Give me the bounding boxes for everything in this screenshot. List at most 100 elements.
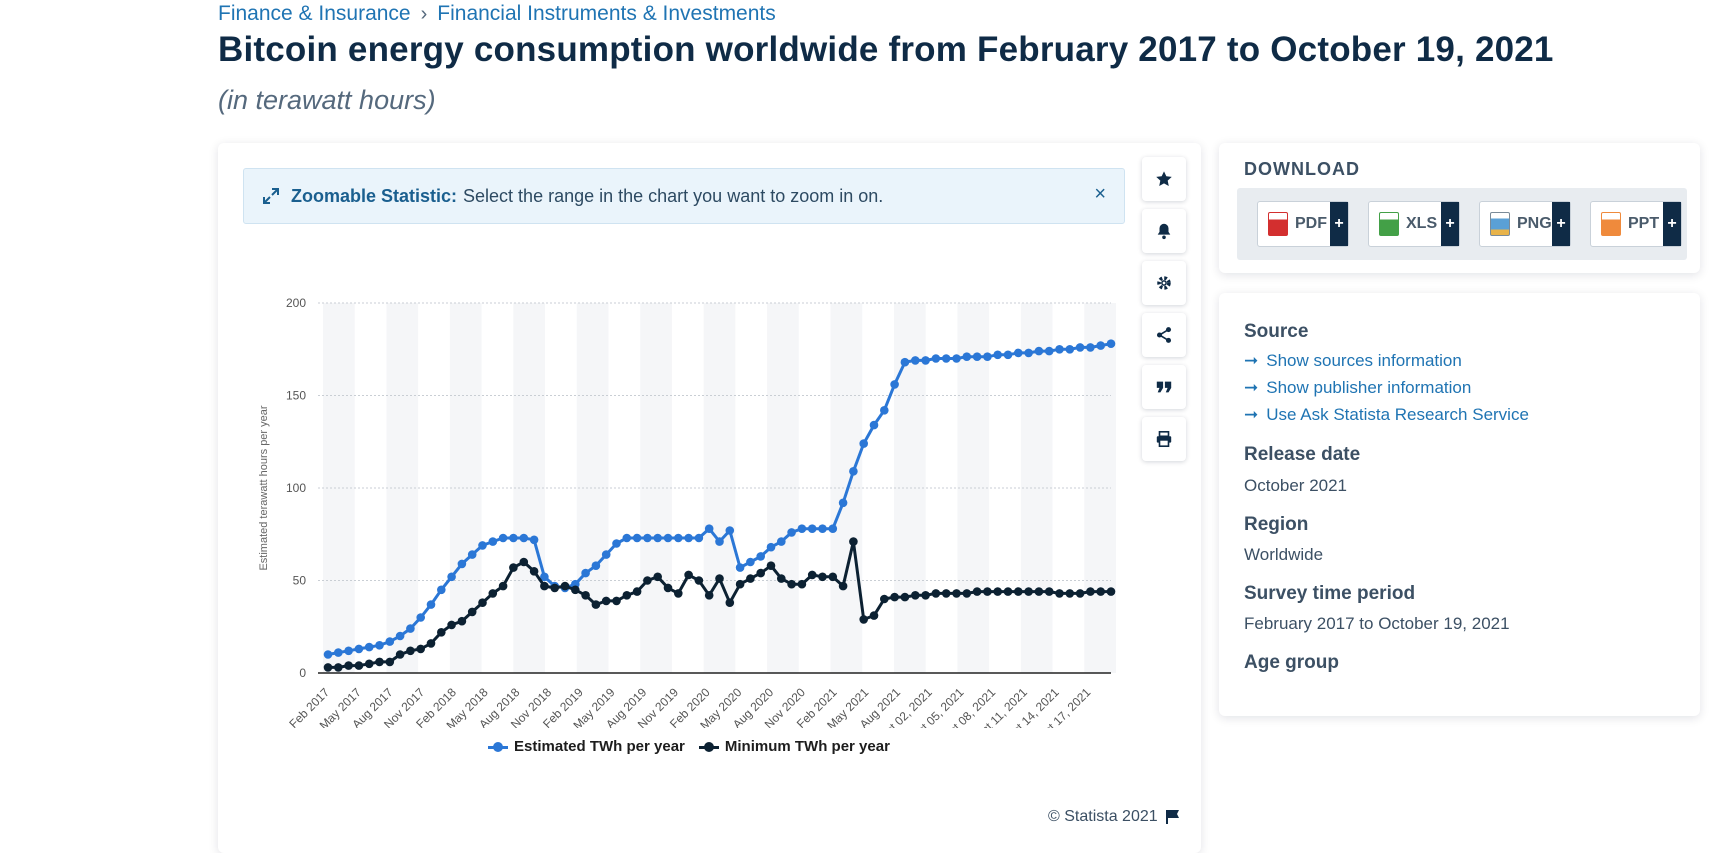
download-png-plus[interactable]: + [1552,202,1570,246]
minimum-point [457,616,467,626]
legend-label-minimum: Minimum TWh per year [724,738,890,755]
download-png-button[interactable]: PNG + [1479,201,1571,247]
minimum-point [1106,587,1116,596]
minimum-point [777,574,786,583]
minimum-point [725,598,735,607]
minimum-point [684,570,693,580]
bell-icon [1157,223,1171,240]
copyright-text[interactable]: © Statista 2021 [1048,808,1158,825]
ask-statista-label: Use Ask Statista Research Service [1266,405,1529,424]
minimum-point [715,574,724,583]
chart-card: Zoomable Statistic: Select the range in … [218,143,1201,853]
estimated-point [777,537,786,546]
share-button[interactable] [1142,313,1186,357]
estimated-point [498,533,508,543]
estimated-point [385,637,395,646]
estimated-point [323,650,333,659]
estimated-point [1044,346,1054,356]
show-publisher-link[interactable]: ➞ Show publisher information [1244,378,1471,398]
minimum-point [828,572,838,582]
download-ppt-label: PPT [1628,215,1660,232]
legend-swatch-estimated [488,741,508,752]
estimated-point [643,533,652,543]
y-axis-title: Estimated terawatt hours per year [258,405,270,570]
estimated-point [1086,343,1095,352]
estimated-point [612,539,621,548]
arrow-right-icon: ➞ [1244,405,1259,424]
minimum-point [560,581,570,591]
minimum-point [354,661,364,670]
expand-icon [263,188,279,204]
minimum-point [735,579,745,589]
pdf-file-icon [1268,212,1288,236]
download-buttons: PDF + XLS + PNG + PPT + [1237,188,1687,260]
download-pdf-button[interactable]: PDF + [1257,201,1349,247]
estimated-point [447,572,456,582]
estimated-point [509,533,518,543]
estimated-point [1075,343,1085,352]
minimum-point [1014,587,1023,596]
close-icon[interactable]: × [1094,183,1106,205]
minimum-point [622,591,632,600]
minimum-point [375,657,384,667]
minimum-point [807,570,817,580]
estimated-point [962,352,972,361]
legend-item-minimum[interactable]: Minimum TWh per year [698,738,890,755]
download-xls-button[interactable]: XLS + [1368,201,1460,247]
legend-item-estimated[interactable]: Estimated TWh per year [488,738,685,755]
minimum-point [911,591,920,600]
estimated-point [1003,350,1013,360]
minimum-point [478,598,487,607]
breadcrumb: Finance & Insurance › Financial Instrume… [218,2,776,26]
estimated-point [1034,346,1044,356]
estimated-point [911,356,920,365]
show-publisher-label: Show publisher information [1266,378,1472,397]
show-sources-link[interactable]: ➞ Show sources information [1244,351,1462,371]
favorite-button[interactable] [1142,157,1186,201]
minimum-point [890,592,899,602]
line-chart[interactable]: 0 50 100 150 200 Estimated terawatt hours per… [218,238,1118,728]
show-sources-label: Show sources information [1266,351,1462,370]
copyright: © Statista 2021 [1048,808,1180,826]
gear-icon [1157,276,1171,290]
estimated-point [426,600,436,609]
estimated-point [993,350,1002,360]
ask-statista-link[interactable]: ➞ Use Ask Statista Research Service [1244,405,1529,425]
download-pdf-plus[interactable]: + [1330,202,1348,246]
minimum-point [983,587,992,596]
chart-band [1084,303,1116,673]
minimum-point [1096,587,1105,596]
minimum-point [746,574,755,583]
estimated-point [519,533,529,543]
download-xls-plus[interactable]: + [1441,202,1459,246]
download-ppt-button[interactable]: PPT + [1590,201,1682,247]
minimum-point [962,589,972,598]
chart-toolbar [1142,157,1186,461]
download-ppt-plus[interactable]: + [1663,202,1681,246]
print-icon [1156,430,1172,448]
breadcrumb-item-financial-instruments[interactable]: Financial Instruments & Investments [437,2,776,25]
minimum-point [519,557,529,567]
minimum-point [653,572,662,582]
minimum-point [674,589,683,598]
settings-button[interactable] [1142,261,1186,305]
y-tick-label: 200 [286,296,306,310]
minimum-point [571,585,580,595]
minimum-point [395,650,405,659]
estimated-point [787,528,796,537]
legend-swatch-minimum [698,741,719,752]
breadcrumb-item-finance[interactable]: Finance & Insurance [218,2,411,25]
notification-button[interactable] [1142,209,1186,253]
y-tick-label: 150 [286,389,306,403]
print-button[interactable] [1142,417,1186,461]
minimum-point [1075,589,1085,598]
minimum-point [993,587,1002,596]
estimated-point [1096,341,1105,350]
minimum-point [694,576,704,585]
cite-button[interactable] [1142,365,1186,409]
estimated-point [1065,345,1075,354]
flag-icon[interactable] [1165,809,1180,825]
minimum-point [334,663,343,672]
estimated-point [900,357,910,367]
minimum-point [437,628,446,637]
